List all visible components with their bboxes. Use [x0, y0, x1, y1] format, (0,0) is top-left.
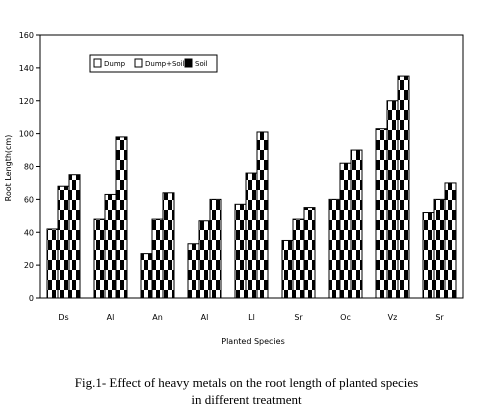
- bar-dump-6: [328, 198, 341, 299]
- x-tick-label: Oc: [340, 313, 351, 322]
- y-tick-label: 160: [19, 31, 34, 40]
- y-tick-label: 0: [29, 294, 34, 303]
- bar-soil-1: [115, 136, 128, 299]
- legend-swatch-1: [134, 58, 143, 68]
- bar-dump-soil-4: [245, 172, 258, 299]
- bar-soil-0: [68, 174, 81, 299]
- bar-dump-8: [422, 212, 435, 299]
- bar-dump-0: [46, 228, 59, 299]
- caption-line-2: in different treatment: [191, 392, 302, 407]
- y-tick-label: 140: [19, 64, 34, 73]
- bar-dump-soil-5: [292, 218, 305, 299]
- y-tick-label: 60: [24, 195, 34, 204]
- x-tick-label: Sr: [294, 313, 303, 322]
- y-tick-label: 80: [24, 163, 34, 172]
- bar-soil-8: [444, 182, 457, 299]
- bar-dump-5: [281, 239, 294, 299]
- bar-soil-2: [162, 192, 175, 299]
- bar-dump-soil-8: [433, 198, 446, 299]
- bar-dump-4: [234, 203, 247, 299]
- caption-line-1: Fig.1- Effect of heavy metals on the roo…: [74, 375, 419, 390]
- x-tick-label: Vz: [388, 313, 398, 322]
- x-axis-label: Planted Species: [221, 337, 285, 346]
- legend-swatch-0: [93, 58, 102, 68]
- bar-chart: 0 20 40 60 80 100 120 140 160 Ds Al An Al Ll Sr Oc Vz Sr…: [4, 31, 464, 346]
- bar-soil-5: [303, 207, 316, 299]
- bar-soil-7: [397, 75, 410, 299]
- bar-dump-2: [140, 253, 153, 299]
- figure-caption: Fig.1- Effect of heavy metals on the roo…: [0, 374, 493, 408]
- bar-dump-1: [93, 218, 106, 299]
- y-tick-label: 120: [19, 97, 34, 106]
- bar-dump-soil-2: [151, 218, 164, 299]
- legend-swatch-2: [184, 58, 193, 68]
- legend-label-2: Soil: [195, 60, 208, 68]
- legend-label-1: Dump+Soil: [145, 60, 185, 68]
- bar-soil-3: [209, 198, 222, 299]
- y-tick-label: 20: [24, 261, 34, 270]
- x-tick-label: An: [152, 313, 163, 322]
- y-tick-label: 100: [19, 130, 34, 139]
- x-tick-label: Al: [107, 313, 115, 322]
- bar-dump-soil-1: [104, 193, 117, 299]
- y-axis-label: Root Length(cm): [4, 135, 13, 202]
- bar-dump-soil-0: [57, 185, 70, 299]
- bar-dump-7: [375, 128, 388, 299]
- bar-soil-4: [256, 131, 269, 299]
- y-tick-label: 40: [24, 228, 34, 237]
- x-tick-label: Ll: [248, 313, 255, 322]
- x-tick-label: Al: [201, 313, 209, 322]
- x-tick-label: Sr: [435, 313, 444, 322]
- chart-area: 0 20 40 60 80 100 120 140 160 Ds Al An Al Ll Sr Oc Vz Sr…: [4, 31, 464, 346]
- legend-label-0: Dump: [104, 60, 126, 68]
- x-tick-label: Ds: [58, 313, 68, 322]
- bar-dump-3: [187, 243, 200, 299]
- bar-dump-soil-6: [339, 162, 352, 299]
- bar-dump-soil-7: [386, 100, 399, 299]
- bar-dump-soil-3: [198, 220, 211, 299]
- bar-soil-6: [350, 149, 363, 299]
